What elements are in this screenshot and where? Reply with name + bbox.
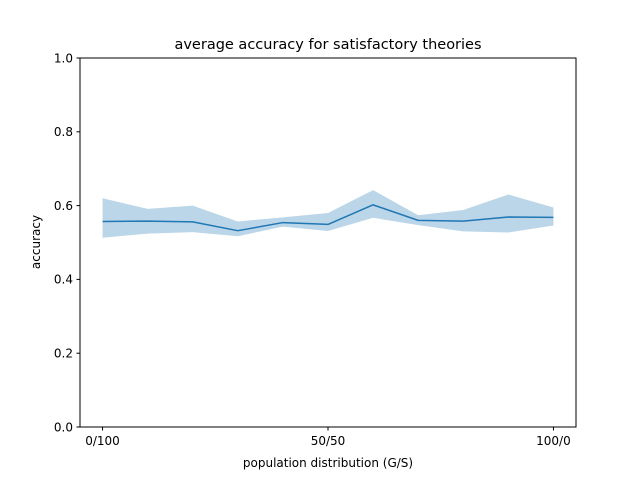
x-tick-label: 100/0 bbox=[536, 434, 571, 448]
chart-title: average accuracy for satisfactory theori… bbox=[174, 37, 481, 53]
y-tick-label: 0.6 bbox=[54, 199, 73, 213]
series-line-layer bbox=[102, 204, 554, 232]
plot-frame bbox=[79, 57, 577, 428]
y-tick-label: 0.0 bbox=[54, 420, 73, 434]
y-axis: 0.0 0.2 0.4 0.6 0.8 1.0 bbox=[54, 51, 80, 434]
y-axis-label: accuracy bbox=[29, 215, 43, 269]
y-tick-label: 0.2 bbox=[54, 347, 73, 361]
x-axis-label: population distribution (G/S) bbox=[243, 456, 413, 470]
x-axis: 0/100 50/50 100/0 bbox=[85, 427, 571, 448]
x-tick-label: 0/100 bbox=[85, 434, 120, 448]
confidence-band-layer bbox=[102, 190, 554, 238]
x-tick-label: 50/50 bbox=[311, 434, 346, 448]
y-tick-label: 1.0 bbox=[54, 51, 73, 65]
y-tick-label: 0.4 bbox=[54, 273, 73, 287]
y-tick-label: 0.8 bbox=[54, 125, 73, 139]
confidence-band bbox=[102, 190, 554, 238]
